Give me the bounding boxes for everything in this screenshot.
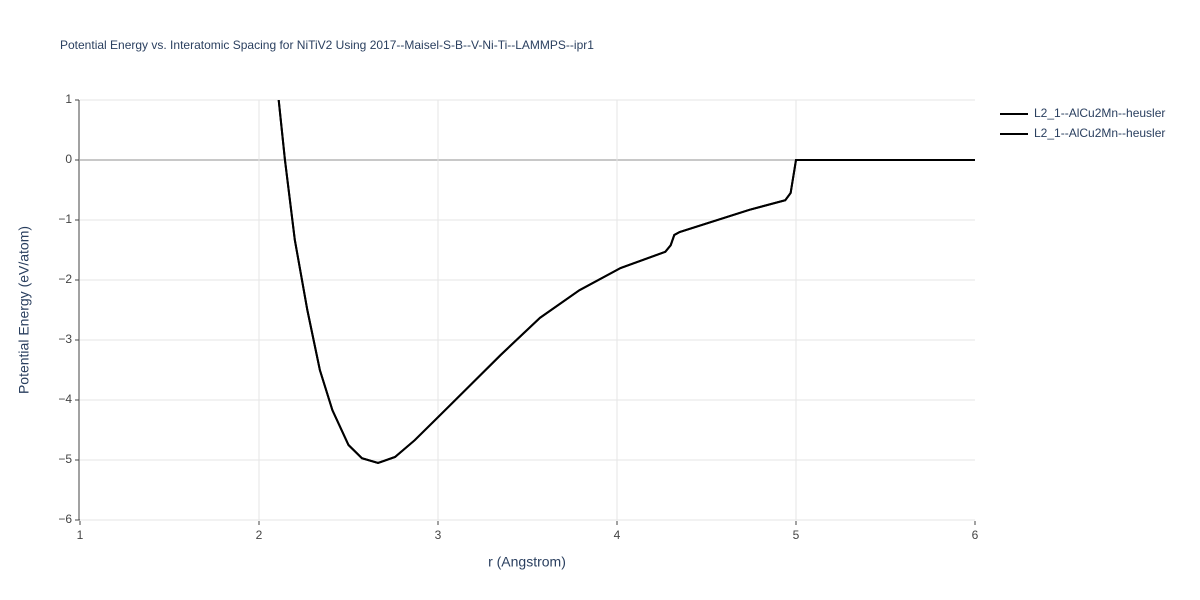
y-tick-label: −1 [58,212,72,226]
y-axis-label: Potential Energy (eV/atom) [16,226,32,394]
chart-title: Potential Energy vs. Interatomic Spacing… [60,38,594,52]
y-tick-label: −5 [58,452,72,466]
y-tick-label: −3 [58,332,72,346]
x-tick-label: 6 [972,528,979,542]
legend-label: L2_1--AlCu2Mn--heusler [1034,126,1165,140]
series-line [277,100,975,465]
y-tick-label: 0 [65,152,72,166]
series-line [277,100,975,465]
y-tick-label: −2 [58,272,72,286]
y-tick-label: −4 [58,392,72,406]
x-tick-label: 4 [614,528,621,542]
x-tick-label: 5 [793,528,800,542]
y-tick-label: 1 [65,92,72,106]
y-tick-label: −6 [58,512,72,526]
plot-area [277,100,975,465]
legend-label: L2_1--AlCu2Mn--heusler [1034,106,1165,120]
x-tick-label: 2 [256,528,263,542]
x-tick-label: 3 [435,528,442,542]
x-axis-label: r (Angstrom) [488,554,566,570]
x-tick-label: 1 [77,528,84,542]
